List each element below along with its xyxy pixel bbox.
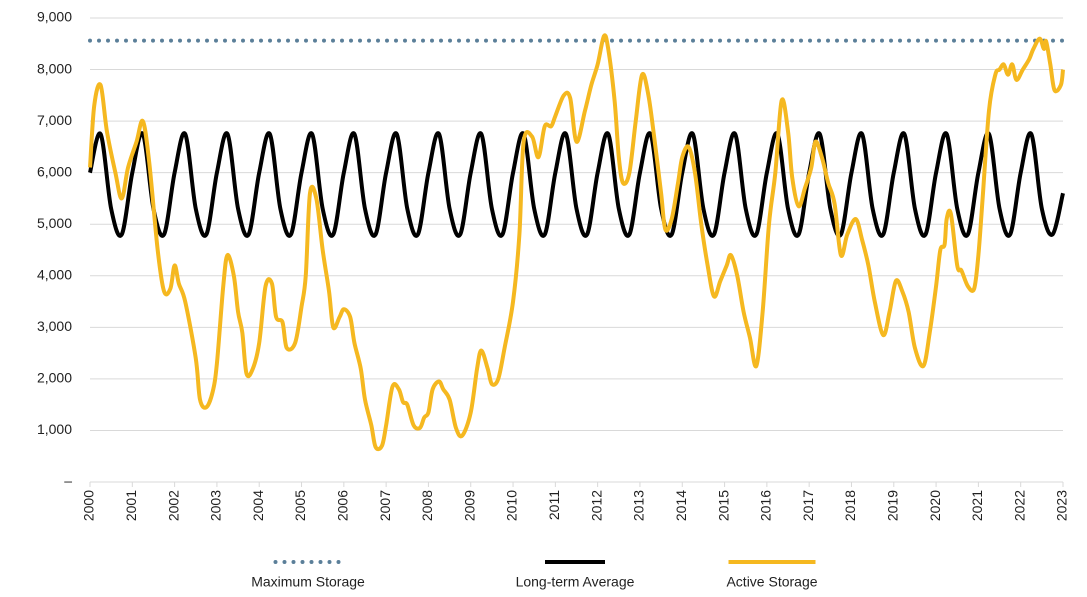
y-tick-label: 8,000 <box>37 60 72 76</box>
legend-label: Active Storage <box>726 574 817 590</box>
x-tick-label: 2008 <box>419 490 435 521</box>
x-tick-label: 2000 <box>81 490 97 521</box>
line-series <box>88 131 1065 238</box>
line-series <box>88 33 1065 452</box>
x-tick-label: 2020 <box>927 490 943 521</box>
x-tick-label: 2006 <box>335 490 351 521</box>
x-tick-label: 2005 <box>292 490 308 521</box>
legend-label: Maximum Storage <box>251 574 365 590</box>
x-tick-label: 2009 <box>461 490 477 521</box>
x-tick-label: 2010 <box>504 490 520 521</box>
x-tick-label: 2012 <box>588 490 604 521</box>
x-tick-label: 2011 <box>546 490 562 520</box>
y-tick-label: 6,000 <box>37 163 72 179</box>
x-tick-label: 2021 <box>969 490 985 521</box>
x-tick-label: 2004 <box>250 490 266 521</box>
x-tick-label: 2017 <box>800 490 816 521</box>
y-tick-label: 3,000 <box>37 318 72 334</box>
x-tick-label: 2022 <box>1011 490 1027 521</box>
x-tick-label: 2023 <box>1054 490 1070 521</box>
y-tick-label: 1,000 <box>37 421 72 437</box>
x-tick-label: 2001 <box>123 490 139 521</box>
x-tick-label: 2003 <box>208 490 224 521</box>
legend-label: Long-term Average <box>516 574 635 590</box>
y-tick-label: 9,000 <box>37 9 72 25</box>
x-tick-label: 2018 <box>842 490 858 521</box>
x-tick-label: 2015 <box>715 490 731 521</box>
y-tick-label: 5,000 <box>37 215 72 231</box>
x-tick-label: 2007 <box>377 490 393 521</box>
x-tick-label: 2019 <box>884 490 900 521</box>
y-tick-label: 4,000 <box>37 266 72 282</box>
x-tick-label: 2002 <box>165 490 181 521</box>
x-tick-label: 2016 <box>758 490 774 521</box>
y-tick-label: 7,000 <box>37 112 72 128</box>
x-tick-label: 2013 <box>631 490 647 521</box>
y-tick-label: – <box>64 473 72 489</box>
x-tick-label: 2014 <box>673 490 689 521</box>
y-tick-label: 2,000 <box>37 370 72 386</box>
